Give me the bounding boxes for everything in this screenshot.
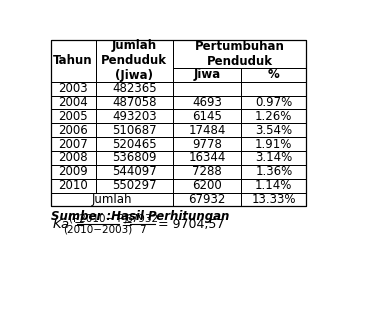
Bar bbox=[96, 40, 173, 82]
Text: 2004: 2004 bbox=[58, 96, 88, 109]
Text: 67932: 67932 bbox=[188, 193, 226, 206]
Bar bbox=[51, 82, 96, 95]
Bar bbox=[51, 165, 96, 179]
Bar bbox=[51, 95, 96, 109]
Bar bbox=[173, 193, 241, 206]
Text: 17484: 17484 bbox=[188, 124, 226, 137]
Bar bbox=[173, 68, 241, 82]
Text: 544097: 544097 bbox=[112, 165, 157, 178]
Bar bbox=[173, 137, 241, 151]
Bar bbox=[96, 165, 173, 179]
Text: 2007: 2007 bbox=[58, 138, 88, 150]
Bar bbox=[241, 165, 307, 179]
Text: $\mathit{Ka}$$\,=\,$: $\mathit{Ka}$$\,=\,$ bbox=[52, 218, 85, 231]
Bar bbox=[241, 193, 307, 206]
Text: 487058: 487058 bbox=[112, 96, 157, 109]
Text: 1.26%: 1.26% bbox=[255, 110, 293, 123]
Text: 1.36%: 1.36% bbox=[255, 165, 293, 178]
Text: 4693: 4693 bbox=[192, 96, 222, 109]
Text: 3.14%: 3.14% bbox=[255, 151, 293, 164]
Bar bbox=[241, 151, 307, 165]
Bar bbox=[173, 109, 241, 123]
Bar bbox=[96, 137, 173, 151]
Bar bbox=[173, 40, 307, 68]
Text: (2010−2003): (2010−2003) bbox=[63, 225, 132, 235]
Text: 2008: 2008 bbox=[58, 151, 88, 164]
Bar bbox=[51, 123, 96, 137]
Text: 2006: 2006 bbox=[58, 124, 88, 137]
Bar bbox=[241, 109, 307, 123]
Text: 2010: 2010 bbox=[58, 179, 88, 192]
Text: =: = bbox=[122, 218, 133, 231]
Text: 536809: 536809 bbox=[112, 151, 157, 164]
Text: Tahun: Tahun bbox=[53, 54, 93, 67]
Text: = 9704,57: = 9704,57 bbox=[158, 218, 224, 231]
Text: 1.14%: 1.14% bbox=[255, 179, 293, 192]
Text: 2009: 2009 bbox=[58, 165, 88, 178]
Bar bbox=[241, 123, 307, 137]
Bar bbox=[96, 109, 173, 123]
Text: 493203: 493203 bbox=[112, 110, 157, 123]
Text: Jiwa: Jiwa bbox=[194, 68, 221, 81]
Text: 482365: 482365 bbox=[112, 82, 157, 95]
Text: 7: 7 bbox=[139, 225, 145, 235]
Text: 6145: 6145 bbox=[192, 110, 222, 123]
Bar bbox=[96, 151, 173, 165]
Bar bbox=[173, 165, 241, 179]
Bar bbox=[51, 193, 173, 206]
Text: 3.54%: 3.54% bbox=[255, 124, 293, 137]
Text: 2005: 2005 bbox=[58, 110, 88, 123]
Text: 0.97%: 0.97% bbox=[255, 96, 293, 109]
Text: 16344: 16344 bbox=[188, 151, 226, 164]
Text: 510687: 510687 bbox=[112, 124, 157, 137]
Text: Jumlah
Penduduk
(Jiwa): Jumlah Penduduk (Jiwa) bbox=[101, 40, 167, 83]
Bar bbox=[51, 109, 96, 123]
Bar bbox=[241, 95, 307, 109]
Text: 550297: 550297 bbox=[112, 179, 157, 192]
Text: 9778: 9778 bbox=[192, 138, 222, 150]
Bar bbox=[96, 95, 173, 109]
Bar bbox=[96, 179, 173, 193]
Text: %: % bbox=[268, 68, 280, 81]
Text: 13.33%: 13.33% bbox=[252, 193, 296, 206]
Text: 6200: 6200 bbox=[192, 179, 222, 192]
Bar bbox=[51, 40, 96, 82]
Text: Sumber :Hasil Perhitungan: Sumber :Hasil Perhitungan bbox=[51, 210, 229, 223]
Bar bbox=[241, 68, 307, 82]
Bar bbox=[241, 82, 307, 95]
Text: 67932: 67932 bbox=[125, 214, 159, 224]
Bar bbox=[96, 123, 173, 137]
Text: 7288: 7288 bbox=[192, 165, 222, 178]
Bar bbox=[241, 179, 307, 193]
Bar bbox=[173, 151, 241, 165]
Text: (P2010− P): (P2010− P) bbox=[68, 214, 127, 224]
Bar bbox=[51, 151, 96, 165]
Bar bbox=[51, 137, 96, 151]
Bar bbox=[173, 95, 241, 109]
Text: Pertumbuhan
Penduduk: Pertumbuhan Penduduk bbox=[195, 40, 285, 68]
Bar bbox=[173, 179, 241, 193]
Bar bbox=[51, 40, 307, 206]
Bar bbox=[241, 137, 307, 151]
Bar bbox=[173, 123, 241, 137]
Text: 2003: 2003 bbox=[58, 82, 88, 95]
Text: Jumlah: Jumlah bbox=[92, 193, 132, 206]
Text: 520465: 520465 bbox=[112, 138, 157, 150]
Bar bbox=[173, 82, 241, 95]
Bar bbox=[51, 179, 96, 193]
Bar bbox=[96, 82, 173, 95]
Text: 1.91%: 1.91% bbox=[255, 138, 293, 150]
